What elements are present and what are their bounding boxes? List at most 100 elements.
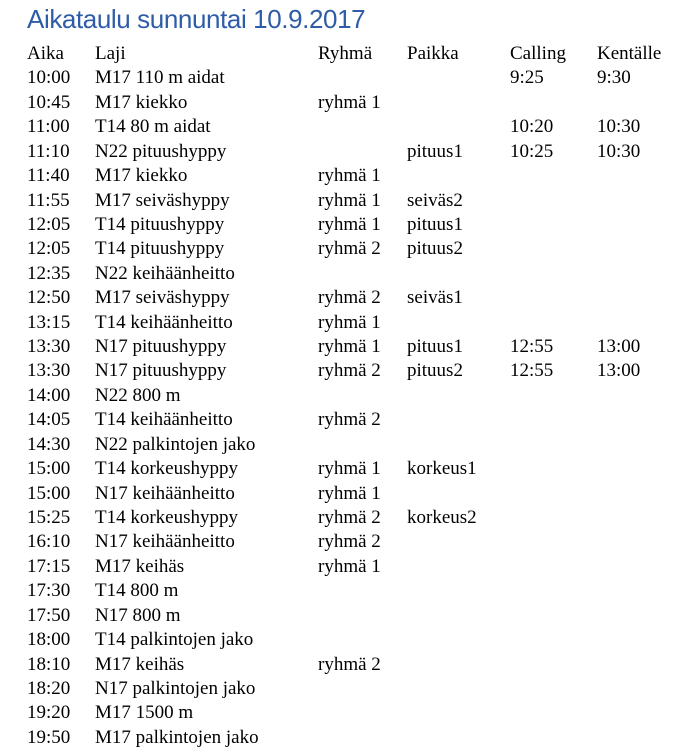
table-row: 13:30 N17 pituushyppy ryhmä 2 pituus2 12:55 1…: [27, 359, 679, 383]
cell-laji: T14 80 m aidat: [95, 116, 211, 138]
cell-calling: 9:25: [510, 67, 544, 89]
cell-calling: 12:55: [510, 336, 554, 358]
cell-paikka: seiväs1: [407, 287, 463, 309]
cell-laji: T14 pituushyppy: [95, 213, 225, 235]
cell-aika: 15:00: [27, 458, 71, 480]
table-row: 12:35 N22 keihäänheitto: [27, 262, 679, 286]
cell-ryhma: ryhmä 1: [318, 213, 381, 235]
column-header-ryhma: Ryhmä: [318, 43, 373, 64]
cell-laji: M17 110 m aidat: [95, 67, 225, 89]
table-row: 11:55 M17 seiväshyppy ryhmä 1 seiväs2: [27, 189, 679, 213]
cell-laji: T14 korkeushyppy: [95, 458, 239, 480]
table-row: 15:00 T14 korkeushyppy ryhmä 1 korkeus1: [27, 457, 679, 481]
cell-calling: 12:55: [510, 360, 554, 382]
table-row: 15:25 T14 korkeushyppy ryhmä 2 korkeus2: [27, 506, 679, 530]
schedule-table: Aika Laji Ryhmä Paikka Calling Kentälle …: [27, 42, 679, 748]
cell-aika: 18:20: [27, 677, 71, 699]
cell-ryhma: ryhmä 2: [318, 531, 381, 553]
cell-laji: N17 palkintojen jako: [95, 677, 256, 699]
cell-ryhma: ryhmä 1: [318, 189, 381, 211]
cell-ryhma: ryhmä 2: [318, 653, 381, 675]
table-row: 11:40 M17 kiekko ryhmä 1: [27, 164, 679, 188]
cell-laji: M17 seiväshyppy: [95, 189, 230, 211]
table-row: 17:50 N17 800 m: [27, 604, 679, 628]
cell-ryhma: ryhmä 2: [318, 238, 381, 260]
table-row: 10:00 M17 110 m aidat 9:25 9:30: [27, 66, 679, 90]
table-row: 18:10 M17 keihäs ryhmä 2: [27, 653, 679, 677]
table-row: 13:15 T14 keihäänheitto ryhmä 1: [27, 311, 679, 335]
table-row: 12:05 T14 pituushyppy ryhmä 1 pituus1: [27, 213, 679, 237]
table-row: 14:30 N22 palkintojen jako: [27, 433, 679, 457]
table-row: 18:00 T14 palkintojen jako: [27, 628, 679, 652]
cell-laji: M17 seiväshyppy: [95, 287, 230, 309]
table-row: 18:20 N17 palkintojen jako: [27, 677, 679, 701]
table-row: 12:05 T14 pituushyppy ryhmä 2 pituus2: [27, 237, 679, 261]
cell-calling: 10:25: [510, 140, 554, 162]
cell-laji: T14 pituushyppy: [95, 238, 225, 260]
cell-aika: 11:10: [27, 140, 70, 162]
cell-paikka: pituus2: [407, 238, 463, 260]
cell-aika: 13:15: [27, 311, 71, 333]
cell-kentalle: 9:30: [597, 67, 631, 89]
cell-laji: T14 keihäänheitto: [95, 409, 233, 431]
column-header-laji: Laji: [95, 43, 126, 64]
cell-aika: 15:25: [27, 507, 71, 529]
cell-ryhma: ryhmä 2: [318, 507, 381, 529]
cell-ryhma: ryhmä 1: [318, 458, 381, 480]
cell-aika: 12:05: [27, 238, 71, 260]
cell-ryhma: ryhmä 1: [318, 555, 381, 577]
cell-kentalle: 13:00: [597, 336, 641, 358]
column-header-paikka: Paikka: [407, 43, 459, 64]
cell-kentalle: 10:30: [597, 116, 641, 138]
cell-aika: 19:50: [27, 726, 71, 748]
cell-laji: T14 800 m: [95, 580, 179, 602]
cell-aika: 10:00: [27, 67, 71, 89]
table-row: 17:15 M17 keihäs ryhmä 1: [27, 555, 679, 579]
cell-paikka: pituus2: [407, 360, 463, 382]
cell-laji: N17 keihäänheitto: [95, 482, 235, 504]
cell-laji: N22 palkintojen jako: [95, 433, 256, 455]
cell-ryhma: ryhmä 1: [318, 165, 381, 187]
cell-laji: M17 keihäs: [95, 653, 185, 675]
table-row: 12:50 M17 seiväshyppy ryhmä 2 seiväs1: [27, 286, 679, 310]
cell-aika: 18:10: [27, 653, 71, 675]
cell-laji: T14 palkintojen jako: [95, 629, 254, 651]
cell-aika: 14:00: [27, 384, 71, 406]
table-row: 11:10 N22 pituushyppy pituus1 10:25 10:30: [27, 140, 679, 164]
cell-aika: 12:35: [27, 262, 71, 284]
page-title: Aikataulu sunnuntai 10.9.2017: [27, 4, 366, 34]
cell-laji: M17 1500 m: [95, 702, 194, 724]
cell-aika: 17:15: [27, 555, 71, 577]
cell-laji: M17 keihäs: [95, 555, 185, 577]
cell-paikka: seiväs2: [407, 189, 463, 211]
cell-aika: 14:05: [27, 409, 71, 431]
cell-aika: 17:50: [27, 604, 71, 626]
cell-aika: 17:30: [27, 580, 71, 602]
cell-aika: 11:55: [27, 189, 70, 211]
cell-laji: M17 palkintojen jako: [95, 726, 259, 748]
cell-aika: 12:05: [27, 213, 71, 235]
cell-aika: 12:50: [27, 287, 71, 309]
cell-calling: 10:20: [510, 116, 554, 138]
column-header-kentalle: Kentälle: [597, 43, 662, 64]
table-row: 14:00 N22 800 m: [27, 384, 679, 408]
cell-laji: N17 pituushyppy: [95, 360, 227, 382]
cell-kentalle: 10:30: [597, 140, 641, 162]
cell-ryhma: ryhmä 1: [318, 91, 381, 113]
cell-laji: N22 keihäänheitto: [95, 262, 235, 284]
cell-laji: N17 pituushyppy: [95, 336, 227, 358]
cell-laji: M17 kiekko: [95, 91, 188, 113]
cell-aika: 15:00: [27, 482, 71, 504]
cell-aika: 18:00: [27, 629, 71, 651]
cell-ryhma: ryhmä 1: [318, 482, 381, 504]
column-header-calling: Calling: [510, 43, 566, 64]
cell-kentalle: 13:00: [597, 360, 641, 382]
cell-ryhma: ryhmä 2: [318, 360, 381, 382]
table-row: 17:30 T14 800 m: [27, 579, 679, 603]
cell-paikka: pituus1: [407, 140, 463, 162]
cell-aika: 14:30: [27, 433, 71, 455]
cell-aika: 16:10: [27, 531, 71, 553]
cell-aika: 10:45: [27, 91, 71, 113]
column-header-aika: Aika: [27, 43, 64, 64]
cell-ryhma: ryhmä 2: [318, 409, 381, 431]
